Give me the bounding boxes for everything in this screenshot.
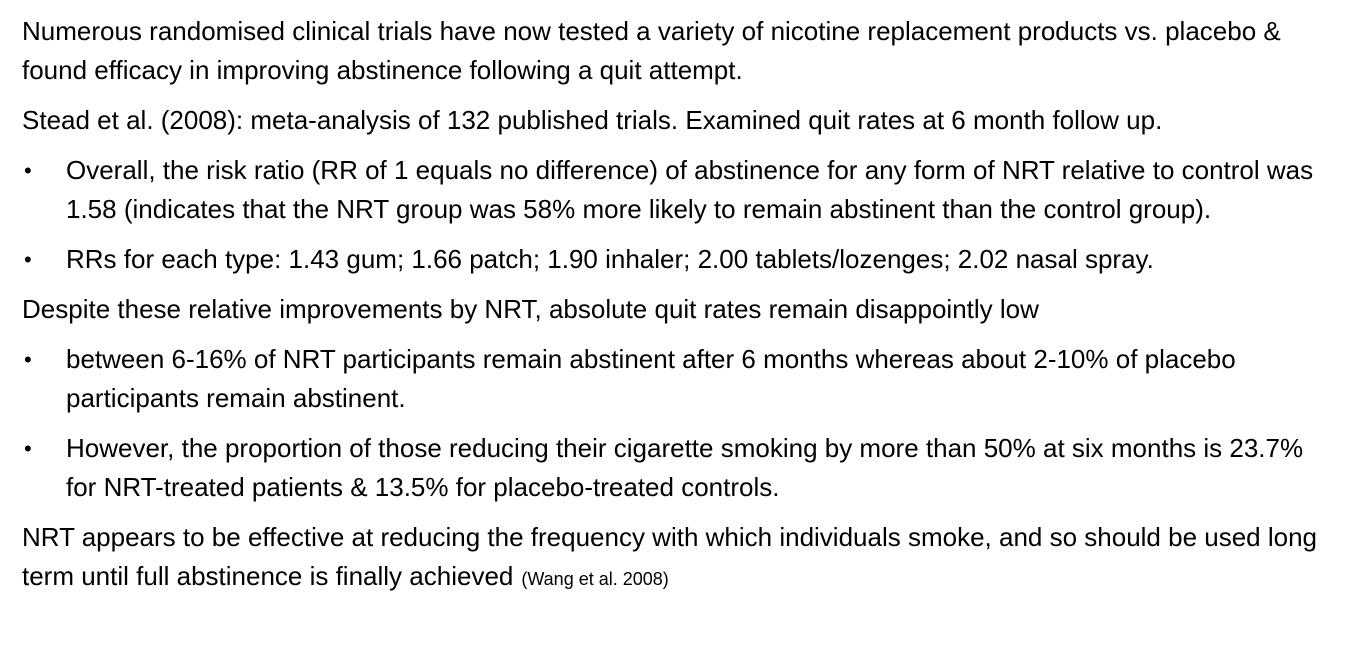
bullet-rr-types: • RRs for each type: 1.43 gum; 1.66 patc…: [22, 240, 1332, 279]
intro-paragraph: Numerous randomised clinical trials have…: [22, 16, 1281, 85]
bullet-abstinence-rates: • between 6-16% of NRT participants rema…: [22, 340, 1332, 418]
bullet-text: However, the proportion of those reducin…: [66, 433, 1304, 502]
stead-paragraph: Stead et al. (2008): meta-analysis of 13…: [22, 105, 1163, 135]
despite-paragraph: Despite these relative improvements by N…: [22, 294, 1039, 324]
bullet-text: RRs for each type: 1.43 gum; 1.66 patch;…: [66, 244, 1154, 274]
bullet-text: between 6-16% of NRT participants remain…: [66, 344, 1236, 413]
slide-content: Numerous randomised clinical trials have…: [22, 12, 1332, 610]
bullet-icon: •: [24, 436, 32, 461]
conclusion-paragraph: NRT appears to be effective at reducing …: [22, 518, 1332, 599]
bullet-icon: •: [24, 347, 32, 372]
bullet-icon: •: [24, 247, 32, 272]
conclusion-text: NRT appears to be effective at reducing …: [22, 522, 1318, 591]
bullet-reduction-proportion: • However, the proportion of those reduc…: [22, 429, 1332, 507]
bullet-overall-rr: • Overall, the risk ratio (RR of 1 equal…: [22, 151, 1332, 229]
citation: (Wang et al. 2008): [521, 569, 669, 589]
bullet-text: Overall, the risk ratio (RR of 1 equals …: [66, 155, 1314, 224]
bullet-icon: •: [24, 158, 32, 183]
